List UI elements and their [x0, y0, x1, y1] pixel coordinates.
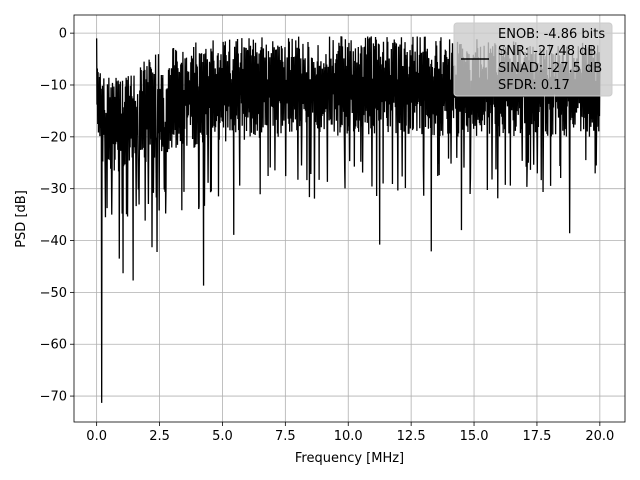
psd-series-line — [95, 36, 601, 403]
legend: ENOB: -4.86 bits SNR: -27.48 dB SINAD: -… — [453, 22, 613, 97]
x-tick-label: 0.0 — [86, 429, 107, 444]
y-tick-label: −40 — [40, 234, 67, 249]
y-tick-label: −50 — [40, 286, 67, 301]
legend-sinad: SINAD: -27.5 dB — [498, 61, 602, 76]
legend-snr: SNR: -27.48 dB — [498, 44, 596, 59]
y-tick-label: −20 — [40, 130, 67, 145]
x-tick-label: 17.5 — [522, 429, 551, 444]
x-axis-label: Frequency [MHz] — [295, 451, 404, 466]
plot-area — [95, 36, 601, 403]
x-tick-label: 15.0 — [460, 429, 489, 444]
legend-enob: ENOB: -4.86 bits — [498, 27, 605, 42]
x-tick-label: 7.5 — [275, 429, 296, 444]
x-tick-label: 10.0 — [334, 429, 363, 444]
axes: 0.0 2.5 5.0 7.5 10.0 12.5 15.0 17.5 20.0 0 −10 −20 −… — [40, 14, 626, 444]
y-tick-label: −70 — [40, 390, 67, 405]
y-tick-label: −10 — [40, 78, 67, 93]
plot-frame — [73, 14, 626, 423]
y-tick-label: 0 — [59, 27, 67, 42]
x-tick-label: 20.0 — [585, 429, 614, 444]
y-axis-label: PSD [dB] — [14, 190, 29, 248]
y-tick-label: −30 — [40, 182, 67, 197]
legend-box — [453, 22, 613, 97]
x-tick-label: 5.0 — [212, 429, 233, 444]
x-tick-label: 2.5 — [149, 429, 170, 444]
x-tick-label: 12.5 — [397, 429, 426, 444]
y-tick-label: −60 — [40, 338, 67, 353]
legend-sfdr: SFDR: 0.17 — [498, 78, 570, 93]
